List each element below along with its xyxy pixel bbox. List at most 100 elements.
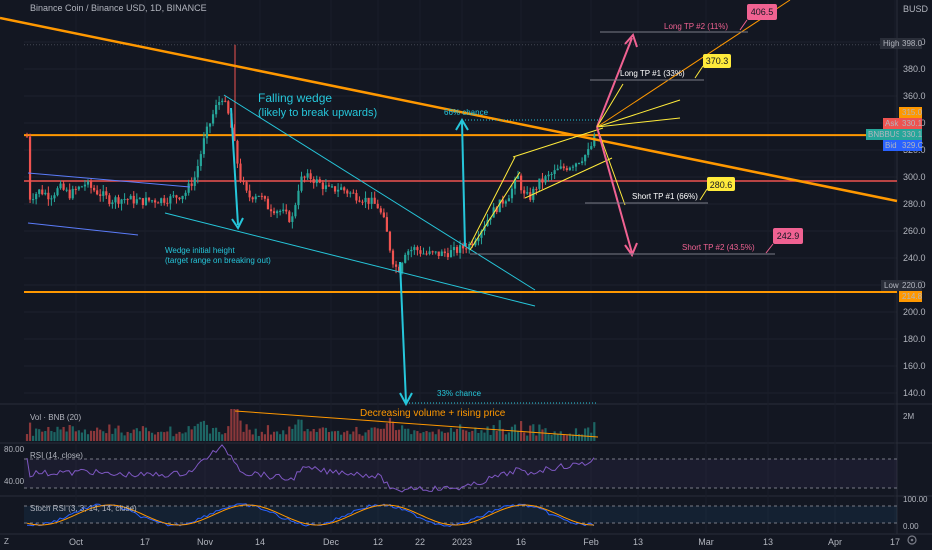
volume-bar <box>568 433 571 441</box>
y-tick-label: 160.0 <box>903 361 926 371</box>
volume-bar <box>56 426 59 441</box>
channel-lower-line <box>27 222 139 236</box>
volume-bar <box>324 427 327 441</box>
volume-bar <box>178 431 181 441</box>
candle-body <box>294 205 297 217</box>
bid-badge-value: 329.C <box>902 141 924 150</box>
candle-body <box>242 180 245 183</box>
candle-body <box>495 207 498 213</box>
volume-bar <box>114 428 117 441</box>
volume-bar <box>205 424 209 441</box>
volume-bar <box>150 432 154 441</box>
volume-bar <box>233 409 236 441</box>
candle-body <box>47 192 50 200</box>
candle-body <box>394 264 398 267</box>
candle-body <box>398 266 401 273</box>
volume-bar <box>248 429 251 441</box>
volume-bar <box>443 432 446 441</box>
candle-body <box>309 173 312 179</box>
volume-bar <box>535 435 538 441</box>
y-tick-label: 180.0 <box>903 334 926 344</box>
short-tp2-arrowhead <box>624 242 638 258</box>
candle-body <box>218 102 221 106</box>
x-tick-label: Oct <box>69 537 84 547</box>
candle-body <box>160 198 163 204</box>
wedge-lower-line <box>164 212 536 307</box>
volume-scale-label: 2M <box>903 412 914 421</box>
settings-icon[interactable] <box>907 535 917 545</box>
candle-body <box>507 198 510 202</box>
volume-bar <box>138 431 141 441</box>
volume-bar <box>306 428 309 441</box>
volume-bar <box>108 424 111 441</box>
candle-body <box>404 254 407 263</box>
time-axis[interactable]: Oct 17 Nov 14 Dec 12 22 2023 16 Feb 13 Mar 13 Apr 17 <box>69 537 900 547</box>
volume-bar <box>120 432 123 441</box>
candle-body <box>129 195 132 200</box>
candle-body <box>376 203 379 209</box>
volume-bar <box>47 426 50 441</box>
y-tick-label: 280.0 <box>903 199 926 209</box>
volume-bar <box>556 434 559 441</box>
volume-bar <box>340 434 343 441</box>
flag-line-2 <box>469 171 521 251</box>
y-tick-label: 380.0 <box>903 64 926 74</box>
candle-body <box>279 210 282 212</box>
candle-body <box>248 190 251 198</box>
candle-body <box>202 138 205 155</box>
volume-bar <box>276 431 279 441</box>
candle-body <box>590 146 593 150</box>
candle-body <box>352 192 355 194</box>
candle-body <box>553 170 556 174</box>
volume-bar <box>239 420 242 441</box>
volume-bar <box>254 428 257 441</box>
levels <box>24 44 897 294</box>
volume-bar <box>404 428 407 441</box>
candle-body <box>364 197 367 203</box>
volume-bar <box>474 427 477 441</box>
volume-bar <box>385 423 388 441</box>
short-tp2-pointer <box>765 243 774 254</box>
y-tick-label: 260.0 <box>903 226 926 236</box>
volume-bar <box>211 428 215 441</box>
volume-bar <box>80 432 83 441</box>
candle-body <box>568 167 571 170</box>
candle-body <box>434 251 437 253</box>
candle-body <box>105 191 108 196</box>
volume-bar <box>71 426 74 441</box>
candle-body <box>65 189 68 191</box>
candle-body <box>379 208 382 213</box>
volume-bar <box>245 424 248 441</box>
candle-body <box>419 250 422 254</box>
candle-body <box>285 209 288 212</box>
candle-body <box>257 195 260 197</box>
volume-bar <box>446 432 449 441</box>
volume-bar <box>236 409 239 441</box>
volume-bar <box>352 431 355 441</box>
candle-body <box>114 197 117 203</box>
volume-bar <box>468 432 471 441</box>
volume-bar <box>132 429 135 441</box>
candle-body <box>337 189 340 192</box>
candle-body <box>260 195 263 197</box>
symbol-title: Binance Coin / Binance USD, 1D, BINANCE <box>30 3 207 13</box>
candle-body <box>571 166 575 168</box>
y-tick-label: 300.0 <box>903 172 926 182</box>
candle-body <box>565 168 568 170</box>
last-price-value: 330.1 <box>902 130 923 139</box>
candle-body <box>99 194 102 196</box>
volume-bar <box>373 427 376 441</box>
candle-body <box>62 183 65 190</box>
candle-body <box>459 245 462 253</box>
volume-bar <box>50 430 53 441</box>
volume-bar <box>163 432 166 441</box>
zoom-icon[interactable]: Z <box>4 537 9 546</box>
stoch-tick-100: 100.00 <box>903 495 928 504</box>
volume-bar <box>477 433 480 441</box>
volume-bar <box>367 429 370 441</box>
candle-body <box>59 183 62 189</box>
candle-body <box>93 187 96 191</box>
candle-body <box>44 192 47 195</box>
low-badge-value: 220.0 <box>902 281 923 290</box>
